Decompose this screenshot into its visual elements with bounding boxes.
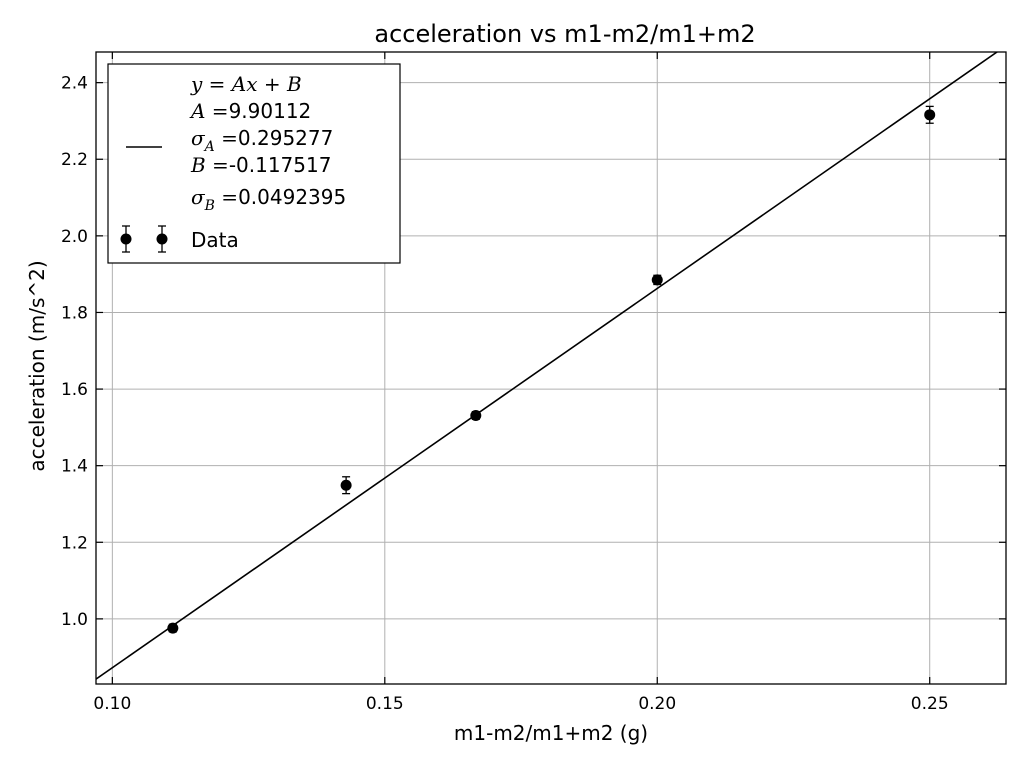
data-point	[167, 622, 179, 634]
x-tick-label: 0.10	[93, 694, 131, 714]
axes: 0.10 0.15 0.20 0.25 1.0 1.2 1.4 1.6 1.8 2.0 2.2 2.4	[61, 51, 1007, 714]
data-marker	[167, 622, 179, 634]
chart-title: acceleration vs m1-m2/m1+m2	[374, 20, 755, 48]
legend-fit-line: σB =0.0492395	[191, 185, 346, 214]
fit-line-group	[96, 52, 999, 680]
legend-data-label: Data	[191, 228, 239, 252]
y-axis-title: acceleration (m/s^2)	[25, 260, 49, 471]
y-tick-label: 1.4	[61, 457, 88, 477]
data-point	[924, 105, 936, 124]
legend-fit-line: B =-0.117517	[190, 153, 331, 177]
y-tick-label: 2.2	[61, 150, 88, 170]
y-tick-label: 2.0	[61, 227, 88, 247]
data-marker	[651, 274, 663, 286]
legend-fit-line: σA =0.295277	[191, 126, 333, 155]
x-tick-label: 0.25	[911, 694, 949, 714]
x-axis-title: m1-m2/m1+m2 (g)	[454, 721, 648, 745]
plot-frame	[95, 51, 1007, 685]
legend-marker	[156, 233, 168, 245]
data-point	[340, 476, 352, 495]
y-tick-label: 2.4	[61, 74, 88, 94]
data-marker	[340, 479, 352, 491]
legend-box	[107, 63, 401, 264]
legend-data-swatch	[120, 225, 132, 253]
legend-fit-line: A =9.90112	[189, 99, 311, 123]
legend-data-swatch	[156, 225, 168, 253]
fit-line	[96, 52, 999, 680]
data-marker	[470, 409, 482, 421]
y-tick-label: 1.0	[61, 610, 88, 630]
legend-fit-line: y = Ax + B	[190, 72, 302, 96]
x-tick-label: 0.15	[366, 694, 404, 714]
x-tick-label: 0.20	[638, 694, 676, 714]
data-point	[470, 409, 482, 421]
y-tick-label: 1.2	[61, 533, 88, 553]
legend-marker	[120, 233, 132, 245]
data-point	[651, 274, 663, 286]
data-series	[167, 105, 936, 634]
data-marker	[924, 109, 936, 121]
y-tick-label: 1.8	[61, 303, 88, 323]
y-tick-label: 1.6	[61, 380, 88, 400]
